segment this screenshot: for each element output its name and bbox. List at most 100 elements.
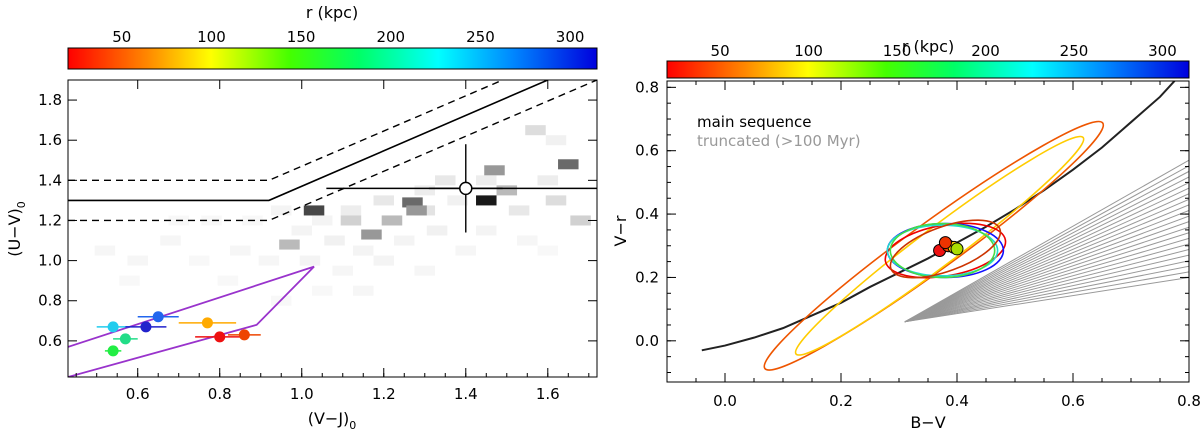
left-ytick-label: 1.0	[38, 252, 62, 270]
density-cell	[160, 235, 181, 246]
right-ytick-label: 0.0	[635, 332, 659, 350]
right-colorbar-tick-label: 250	[1060, 42, 1089, 60]
density-cell	[361, 229, 382, 240]
density-cell	[373, 195, 395, 206]
truncated-track	[904, 215, 1189, 323]
density-cell	[270, 205, 292, 216]
left-panel: r (kpc) 50 100 150 200 250 300 0.6 0.8 1.0 1.2 1.…	[5, 3, 598, 432]
right-colorbar-tick-label: 300	[1148, 42, 1177, 60]
legend-truncated: truncated (>100 Myr)	[697, 132, 861, 150]
right-ytick-label: 0.4	[635, 205, 659, 223]
left-xtick-label: 1.0	[290, 385, 314, 403]
density-cell	[381, 215, 403, 226]
density-cell	[484, 165, 505, 176]
left-ytick-label: 1.2	[38, 211, 62, 229]
left-ytick-label: 1.6	[38, 131, 62, 149]
left-ytick-label: 0.8	[38, 292, 62, 310]
density-cell	[570, 215, 591, 226]
density-cell	[402, 197, 423, 208]
data-point	[119, 333, 131, 345]
truncated-track	[904, 170, 1189, 323]
right-xtick-label: 0.4	[945, 392, 969, 410]
truncated-track	[904, 209, 1189, 323]
right-ylabel: V−r	[611, 215, 630, 246]
left-plot-frame	[67, 79, 598, 378]
data-point	[950, 242, 964, 256]
truncated-track	[904, 260, 1189, 323]
density-cell	[119, 275, 140, 286]
density-cell	[229, 245, 251, 256]
data-point	[107, 321, 119, 333]
right-xtick-label: 0.2	[829, 392, 853, 410]
truncated-track	[904, 254, 1189, 323]
density-cell	[311, 215, 333, 226]
density-cell	[447, 195, 468, 206]
density-cell	[299, 255, 321, 266]
left-colorbar-tick-label: 300	[556, 28, 585, 46]
quiescent-boundary-dash-upper	[68, 80, 503, 182]
data-point	[238, 329, 250, 341]
left-colorbar-tick-label: 250	[466, 28, 495, 46]
left-ytick-label: 1.8	[38, 91, 62, 109]
density-cell	[517, 235, 538, 246]
truncated-track	[904, 221, 1189, 323]
truncated-track	[904, 232, 1189, 323]
right-xtick-label: 0.6	[1061, 392, 1085, 410]
density-cell	[476, 195, 497, 206]
density-cell	[476, 175, 497, 186]
truncated-track	[904, 176, 1189, 323]
truncated-track	[904, 237, 1189, 323]
data-point	[140, 321, 152, 333]
right-colorbar-tick-label: 150	[883, 42, 912, 60]
left-colorbar-tick-label: 150	[287, 28, 316, 46]
density-cell	[303, 205, 325, 216]
quiescent-boundary-dash-lower	[68, 80, 597, 222]
truncated-track	[904, 187, 1189, 323]
density-cell	[545, 195, 567, 206]
left-xtick-label: 1.4	[454, 385, 478, 403]
density-cell	[435, 175, 456, 186]
density-cell	[94, 245, 116, 256]
truncated-track	[904, 265, 1189, 323]
density-cell	[279, 239, 300, 250]
right-xtick-label: 0.0	[713, 392, 737, 410]
right-xlabel: B−V	[910, 413, 945, 432]
density-cell	[426, 225, 448, 236]
left-xlabel: (V−J)0	[308, 409, 357, 432]
right-ytick-label: 0.6	[635, 142, 659, 160]
density-cell	[201, 215, 222, 226]
left-ylabel: (U−V)0	[5, 201, 28, 257]
left-colorbar-tick-label: 100	[197, 28, 226, 46]
density-cell	[373, 255, 395, 266]
truncated-track	[904, 271, 1189, 323]
density-cell	[455, 245, 477, 256]
truncated-track	[904, 198, 1189, 323]
right-ytick-label: 0.2	[635, 268, 659, 286]
density-cell	[414, 265, 436, 276]
truncated-track	[904, 249, 1189, 323]
density-cell	[217, 275, 239, 286]
right-colorbar-tick-label: 50	[711, 42, 730, 60]
confidence-ellipse	[794, 135, 1085, 356]
density-cell	[340, 205, 362, 216]
quiescent-boundary-solid	[68, 80, 549, 202]
right-colorbar-label: r (kpc)	[902, 37, 954, 56]
density-cell	[406, 205, 427, 216]
density-cell	[508, 205, 530, 216]
truncated-track	[904, 204, 1189, 323]
density-cell	[188, 255, 210, 266]
density-cell	[353, 285, 374, 296]
data-point	[201, 317, 213, 329]
confidence-ellipse	[889, 219, 1002, 279]
truncated-track	[904, 165, 1189, 323]
density-cell	[558, 159, 579, 170]
density-cell	[537, 175, 559, 186]
left-colorbar-tick-label: 200	[376, 28, 405, 46]
left-xtick-label: 1.2	[372, 385, 396, 403]
density-cell	[258, 255, 280, 266]
density-cell	[496, 185, 518, 196]
left-ytick-label: 0.6	[38, 332, 62, 350]
right-ytick-label: 0.8	[635, 78, 659, 96]
left-colorbar-label: r (kpc)	[306, 3, 358, 22]
